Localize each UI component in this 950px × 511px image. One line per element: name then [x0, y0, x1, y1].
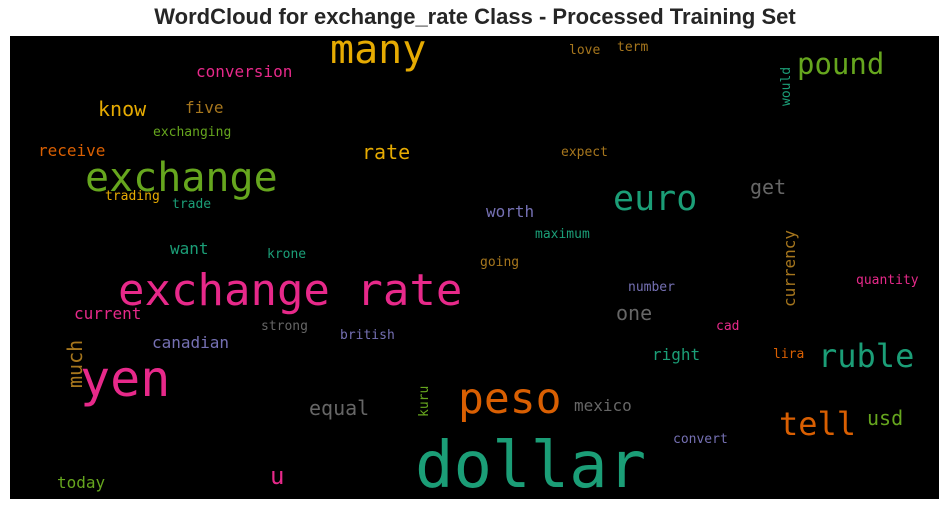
- cloud-word: trade: [172, 197, 212, 212]
- cloud-word: pound: [797, 47, 885, 81]
- cloud-word: ruble: [818, 337, 915, 375]
- cloud-word: exchanging: [153, 125, 232, 140]
- cloud-word: trading: [105, 189, 160, 204]
- cloud-word: one: [616, 301, 653, 325]
- cloud-word: tell: [779, 405, 857, 443]
- cloud-word: currency: [780, 229, 799, 307]
- cloud-word: term: [617, 40, 649, 55]
- cloud-word: love: [569, 43, 601, 58]
- cloud-word: dollar: [415, 429, 647, 499]
- chart-title: WordCloud for exchange_rate Class - Proc…: [154, 4, 796, 29]
- cloud-word: exchange: [85, 155, 278, 201]
- cloud-word: know: [98, 97, 147, 121]
- cloud-word: yen: [80, 350, 171, 408]
- cloud-word: many: [330, 36, 427, 73]
- cloud-word: expect: [561, 145, 608, 160]
- cloud-word: worth: [486, 202, 535, 221]
- cloud-word: rate: [362, 140, 411, 164]
- cloud-word: peso: [458, 374, 562, 424]
- cloud-word: current: [74, 304, 142, 323]
- word-cloud: dollar exchange rate yen exchange many peso eu…: [10, 36, 939, 499]
- cloud-word: lira: [773, 347, 805, 362]
- cloud-word: equal: [309, 396, 370, 420]
- cloud-word: euro: [613, 179, 698, 219]
- cloud-word: number: [628, 280, 675, 295]
- cloud-word: exchange rate: [118, 265, 463, 316]
- cloud-word: want: [170, 239, 209, 258]
- cloud-word: conversion: [196, 62, 293, 81]
- cloud-word: get: [750, 175, 787, 199]
- cloud-word: going: [480, 255, 520, 270]
- cloud-word: mexico: [574, 396, 632, 415]
- cloud-word: maximum: [535, 227, 590, 242]
- cloud-word: quantity: [856, 273, 919, 288]
- cloud-word: usd: [867, 406, 904, 430]
- cloud-word: strong: [261, 319, 308, 334]
- cloud-word: canadian: [152, 333, 230, 352]
- cloud-word: cad: [716, 319, 740, 334]
- cloud-word: british: [340, 328, 395, 343]
- cloud-word: right: [652, 345, 701, 364]
- cloud-word: five: [185, 98, 224, 117]
- cloud-word: receive: [38, 141, 106, 160]
- cloud-word: would: [779, 66, 794, 106]
- cloud-word: today: [57, 473, 106, 492]
- cloud-word: krone: [267, 247, 307, 262]
- cloud-word: u: [270, 462, 285, 490]
- cloud-word: much: [63, 339, 87, 388]
- cloud-word: kuru: [417, 385, 432, 417]
- cloud-word: convert: [673, 432, 728, 447]
